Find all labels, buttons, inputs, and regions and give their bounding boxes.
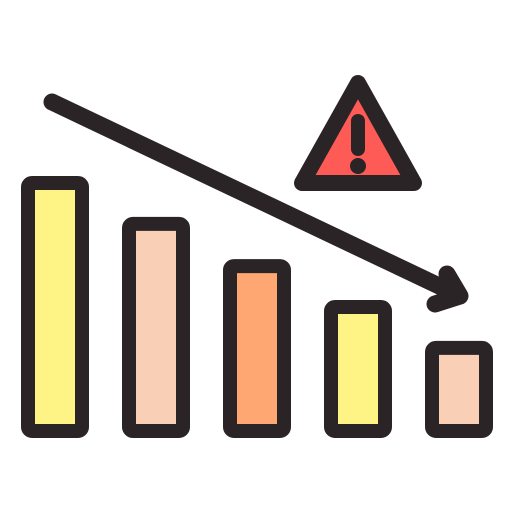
trend-arrow-head — [426, 265, 469, 313]
bar-4 — [324, 300, 392, 438]
bar-5 — [425, 340, 493, 439]
trend-arrow-icon — [43, 93, 469, 313]
bar-3 — [223, 259, 291, 438]
warning-triangle-icon — [294, 75, 422, 191]
exclamation-dot — [350, 158, 366, 174]
bar-1 — [21, 176, 89, 438]
bar-2 — [122, 216, 190, 438]
bars-group — [21, 176, 493, 439]
trend-arrow-line — [43, 93, 467, 304]
